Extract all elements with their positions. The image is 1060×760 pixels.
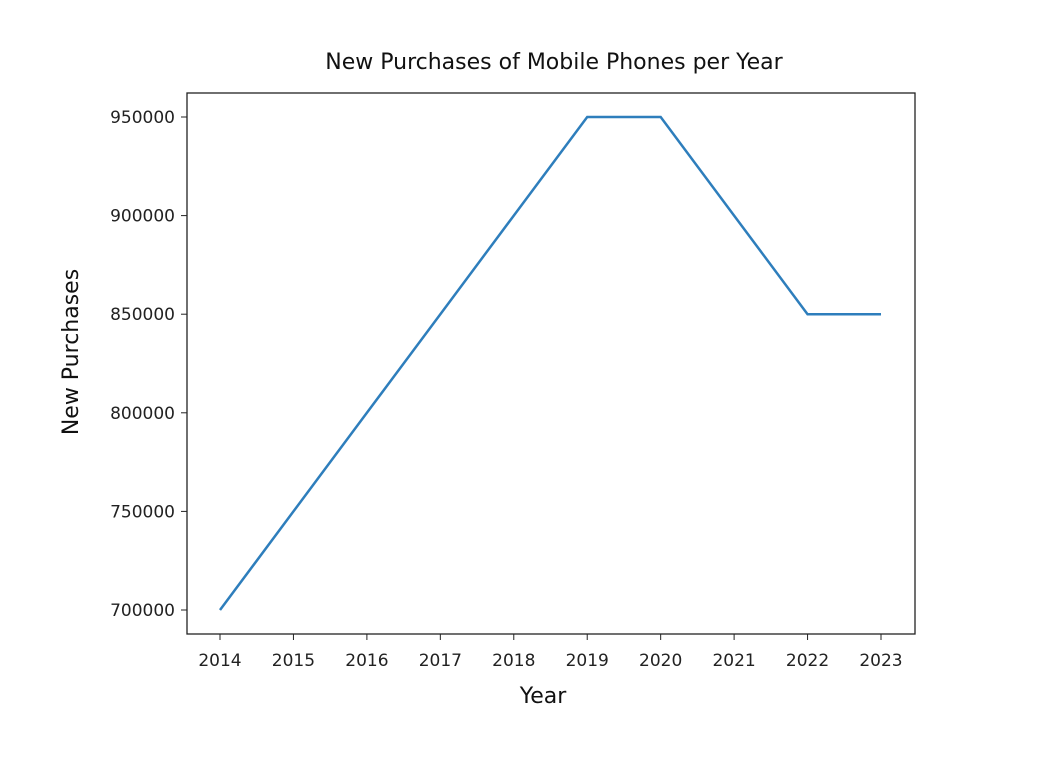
y-tick-label: 700000 [110,601,175,621]
plot-area [186,92,916,635]
x-tick-label: 2016 [345,651,388,671]
x-tick-label: 2014 [198,651,241,671]
series-line [218,115,881,611]
x-tick-label: 2017 [419,651,462,671]
x-axis: 2014 2015 2016 2017 2018 2019 2020 2021 2022 2023 [198,634,903,671]
y-axis-label: New Purchases [59,269,84,435]
y-tick-label: 800000 [110,404,175,424]
x-tick-label: 2021 [712,651,755,671]
y-tick-label: 850000 [110,305,175,325]
x-tick-label: 2020 [639,651,682,671]
y-axis: 700000 750000 800000 850000 900000 950000 [110,108,187,621]
x-tick-label: 2015 [272,651,315,671]
x-tick-label: 2019 [566,651,609,671]
y-tick-label: 750000 [110,502,175,522]
y-tick-label: 950000 [110,108,175,128]
y-tick-label: 900000 [110,207,175,227]
x-axis-label: Year [519,684,568,709]
chart-title: New Purchases of Mobile Phones per Year [325,50,783,75]
x-tick-label: 2018 [492,651,535,671]
x-tick-label: 2022 [786,651,829,671]
x-tick-label: 2023 [859,651,902,671]
